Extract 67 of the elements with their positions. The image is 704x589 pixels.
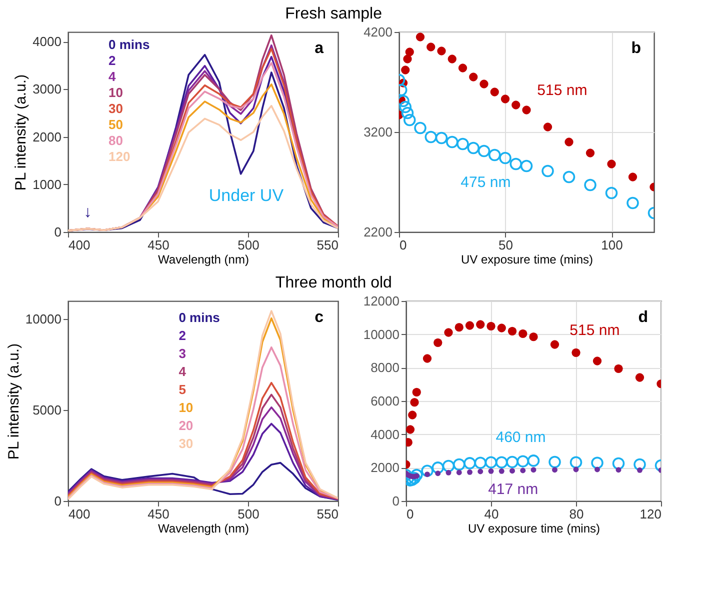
text: 30	[108, 101, 123, 116]
x-tick-label: 40	[484, 506, 499, 522]
text: 80	[108, 133, 123, 148]
y-tick-label: 3000	[32, 82, 62, 97]
text: 5	[178, 382, 186, 397]
series-label: 515 nm	[537, 82, 588, 99]
series-label: 460 nm	[496, 429, 546, 446]
y-tick-label: 0	[54, 224, 62, 240]
text: 10	[178, 400, 194, 415]
y-tick-label: 10000	[25, 312, 62, 327]
annotation: Under UV	[208, 186, 284, 205]
text: 4	[178, 364, 187, 379]
text: 3	[178, 346, 186, 361]
annotation: c	[314, 309, 324, 326]
annotation: b	[631, 40, 642, 57]
x-axis-title: Wavelength (nm)	[158, 522, 249, 536]
y-tick-label: 12000	[363, 294, 400, 308]
text: 0 mins	[108, 37, 150, 52]
text: 50	[108, 117, 123, 132]
y-tick-label: 6000	[370, 394, 400, 408]
x-tick-label: 450	[148, 238, 170, 252]
x-axis-title: Wavelength (nm)	[158, 252, 249, 266]
y-axis-title: PL intensity (a.u.)	[12, 74, 30, 191]
text: 120	[108, 149, 130, 164]
text: 4	[108, 69, 116, 84]
x-tick-label: 100	[601, 238, 623, 252]
y-tick-label: 2000	[32, 129, 62, 144]
y-tick-label: 1000	[32, 176, 62, 192]
annotation: a	[314, 40, 324, 57]
y-tick-label: 5000	[32, 402, 62, 418]
series-label: 475 nm	[460, 174, 511, 191]
y-tick-label: 8000	[370, 360, 400, 376]
chart-title: Fresh sample	[285, 5, 382, 22]
x-tick-label: 400	[68, 506, 90, 522]
text: 0 mins	[178, 310, 220, 325]
x-tick-label: 450	[148, 506, 170, 522]
y-tick-label: 0	[54, 494, 62, 508]
text: 2	[178, 328, 186, 343]
x-tick-label: 550	[316, 238, 338, 252]
text: 20	[178, 418, 194, 433]
y-axis-title: PL intensity (a.u.)	[5, 343, 22, 460]
chart-title: Three month old	[275, 274, 392, 292]
x-tick-label: 400	[68, 238, 90, 252]
y-tick-label: 4200	[364, 24, 392, 40]
x-tick-label: 550	[316, 506, 338, 522]
x-tick-label: 80	[569, 506, 584, 522]
text: 30	[178, 436, 194, 451]
x-axis-title: UV exposure time (mins)	[460, 252, 594, 266]
x-tick-label: 0	[406, 506, 414, 522]
x-axis-title: UV exposure time (mins)	[468, 522, 600, 536]
x-tick-label: 50	[498, 238, 513, 252]
text: 10	[108, 85, 123, 100]
x-tick-label: 120	[640, 506, 662, 522]
y-tick-label: 2200	[364, 224, 392, 240]
y-tick-label: 10000	[363, 326, 400, 342]
y-tick-label: 3200	[364, 124, 392, 140]
text: 2	[108, 53, 116, 68]
y-tick-label: 4000	[370, 426, 400, 442]
y-tick-label: 2000	[370, 460, 400, 476]
annotation: d	[638, 309, 648, 326]
y-tick-label: 0	[392, 494, 400, 508]
x-tick-label: 500	[238, 506, 260, 522]
series-label: 515 nm	[570, 322, 620, 339]
annotation: ↓	[84, 204, 92, 221]
y-tick-label: 4000	[32, 34, 62, 50]
x-tick-label: 500	[238, 238, 260, 252]
series-label: 417 nm	[488, 481, 538, 498]
